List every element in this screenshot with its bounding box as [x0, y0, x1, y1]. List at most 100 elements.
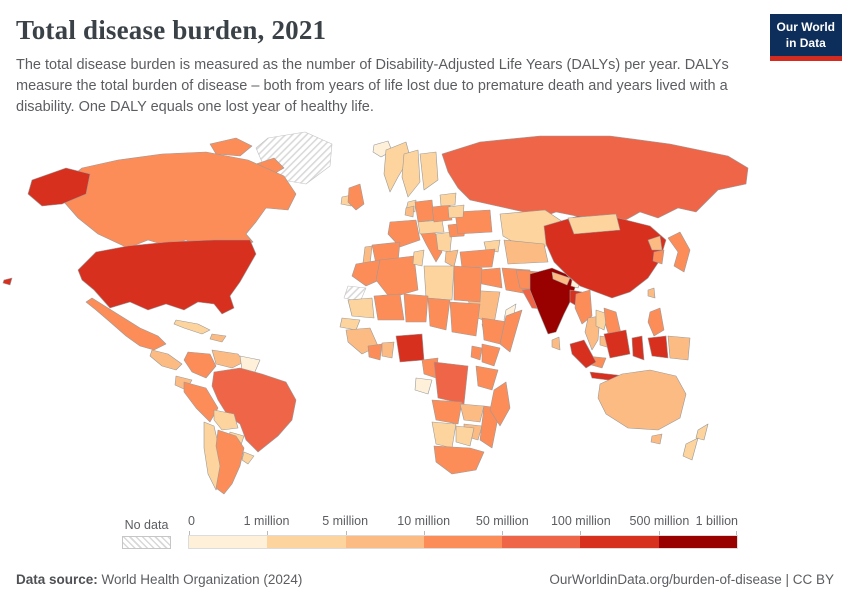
country-somalia[interactable]	[499, 309, 523, 353]
country-usa-hawaii[interactable]	[2, 277, 13, 286]
country-philippines[interactable]	[647, 307, 665, 337]
country-indonesia-sumatra[interactable]	[569, 339, 597, 369]
country-colombia[interactable]	[183, 351, 217, 379]
legend-bin-3[interactable]	[423, 536, 503, 548]
country-indonesia-borneo[interactable]	[603, 329, 631, 359]
country-turkey[interactable]	[459, 248, 496, 269]
page-title: Total disease burden, 2021	[16, 15, 327, 45]
data-source: Data source: World Health Organization (…	[16, 572, 302, 587]
country-mauritania[interactable]	[347, 297, 375, 319]
country-argentina[interactable]	[215, 429, 245, 495]
legend-tick-6: 500 million	[629, 514, 690, 528]
country-ivory-coast[interactable]	[367, 343, 383, 361]
country-south-korea[interactable]	[652, 249, 665, 265]
country-sudan[interactable]	[449, 301, 481, 337]
country-france[interactable]	[387, 219, 421, 248]
country-australia[interactable]	[597, 369, 687, 431]
country-zambia[interactable]	[459, 403, 485, 423]
country-tunisia[interactable]	[412, 249, 425, 267]
country-tanzania[interactable]	[475, 365, 499, 391]
owid-logo-line2: in Data	[785, 35, 826, 50]
country-indonesia-sulawesi[interactable]	[631, 335, 645, 361]
country-indonesia-papua[interactable]	[647, 335, 669, 359]
country-mongolia[interactable]	[567, 213, 621, 235]
legend-no-data: No data	[122, 518, 171, 549]
no-data-swatch[interactable]	[122, 536, 171, 549]
country-mexico[interactable]	[85, 297, 167, 351]
legend-tickmark	[423, 531, 425, 535]
country-usa-alaska[interactable]	[27, 167, 91, 207]
country-senegal[interactable]	[339, 317, 361, 331]
country-finland[interactable]	[419, 151, 439, 191]
chart-subtitle: The total disease burden is measured as …	[16, 57, 729, 115]
country-sri-lanka[interactable]	[551, 336, 561, 351]
legend-bin-0[interactable]	[189, 536, 268, 548]
data-source-label: Data source:	[16, 572, 98, 587]
country-uk[interactable]	[347, 183, 365, 211]
legend-tickmark	[345, 531, 347, 535]
country-namibia[interactable]	[431, 421, 457, 449]
country-uruguay[interactable]	[241, 451, 255, 465]
country-central-america[interactable]	[149, 349, 183, 371]
country-russia[interactable]	[441, 135, 749, 223]
country-kenya[interactable]	[481, 343, 501, 367]
country-taiwan[interactable]	[647, 287, 656, 299]
country-new-zealand-north[interactable]	[695, 423, 709, 441]
legend-bin-2[interactable]	[345, 536, 424, 548]
country-greece[interactable]	[444, 249, 459, 268]
country-north-korea[interactable]	[647, 235, 663, 251]
country-nigeria[interactable]	[395, 333, 425, 363]
country-usa[interactable]	[77, 239, 257, 315]
country-lowcountries[interactable]	[404, 205, 415, 218]
legend-color-bar	[188, 531, 738, 549]
country-libya[interactable]	[423, 265, 455, 301]
legend-bin-1[interactable]	[267, 536, 346, 548]
country-india[interactable]	[529, 267, 577, 335]
country-bolivia[interactable]	[213, 409, 239, 431]
country-botswana[interactable]	[455, 425, 475, 447]
country-canada[interactable]	[61, 151, 297, 251]
no-data-label: No data	[124, 518, 169, 532]
country-central-europe[interactable]	[417, 219, 445, 235]
country-central-asia[interactable]	[503, 239, 549, 265]
country-chad[interactable]	[427, 297, 451, 331]
country-ghana[interactable]	[381, 341, 395, 359]
country-japan[interactable]	[667, 231, 691, 273]
country-south-africa[interactable]	[433, 445, 485, 475]
country-ukraine[interactable]	[454, 209, 493, 235]
country-myanmar[interactable]	[574, 289, 593, 325]
country-mali[interactable]	[373, 293, 405, 321]
country-dr-congo[interactable]	[433, 361, 469, 405]
country-angola[interactable]	[431, 399, 463, 425]
country-papua-new-guinea[interactable]	[667, 335, 691, 361]
legend-bin-6[interactable]	[658, 536, 737, 548]
country-cuba[interactable]	[173, 319, 211, 335]
country-nepal[interactable]	[551, 271, 571, 286]
country-baltics[interactable]	[439, 192, 457, 207]
country-hispaniola[interactable]	[209, 333, 227, 343]
country-algeria[interactable]	[375, 255, 419, 299]
legend-bin-5[interactable]	[580, 536, 659, 548]
country-madagascar[interactable]	[489, 381, 511, 427]
legend-tick-3: 10 million	[397, 514, 451, 528]
country-gabon[interactable]	[414, 377, 433, 395]
country-china[interactable]	[543, 215, 667, 299]
country-new-zealand-south[interactable]	[682, 437, 699, 461]
country-uganda[interactable]	[470, 345, 483, 361]
country-germany[interactable]	[414, 199, 435, 223]
owid-logo-line1: Our World	[776, 20, 835, 34]
country-canada-arctic[interactable]	[209, 137, 253, 157]
legend-bin-4[interactable]	[502, 536, 581, 548]
legend-tickmark	[580, 531, 582, 535]
country-brazil[interactable]	[211, 367, 297, 453]
country-norway[interactable]	[383, 141, 411, 193]
country-caucasus[interactable]	[483, 239, 501, 253]
credit-link[interactable]: OurWorldinData.org/burden-of-disease | C…	[549, 572, 834, 587]
country-sweden[interactable]	[401, 149, 421, 198]
country-venezuela[interactable]	[211, 349, 245, 369]
country-australia-tasmania[interactable]	[650, 433, 663, 445]
country-niger[interactable]	[403, 293, 429, 323]
country-belarus[interactable]	[447, 204, 465, 219]
country-egypt[interactable]	[453, 265, 483, 303]
country-peru[interactable]	[183, 381, 219, 423]
